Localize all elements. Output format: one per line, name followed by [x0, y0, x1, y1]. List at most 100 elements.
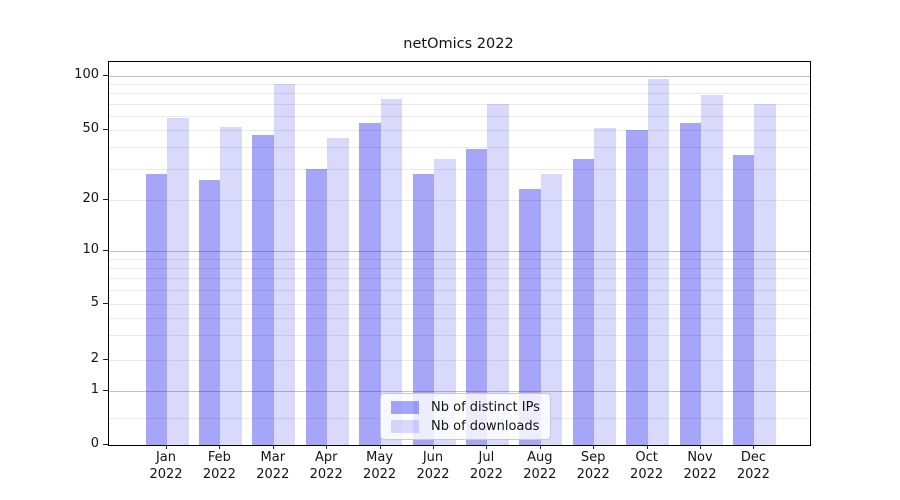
- legend: Nb of distinct IPs Nb of downloads: [380, 393, 551, 440]
- minor-gridline-9: [109, 259, 810, 261]
- y-tick-label-5: 5: [90, 295, 99, 311]
- x-tick-year: 2022: [683, 466, 717, 482]
- bar-sep-distinct-ips: [572, 159, 595, 445]
- bar-mar-distinct-ips: [252, 134, 274, 445]
- y-tick-label-2: 2: [90, 350, 99, 366]
- x-tick-month: Jun: [422, 450, 444, 465]
- bar-may-downloads: [380, 99, 403, 445]
- x-tick-label-jun: Jun 2022: [401, 450, 465, 483]
- minor-gridline-40: [109, 147, 810, 149]
- y-tick-mark-20: [103, 198, 108, 200]
- x-tick-label-may: May 2022: [348, 450, 412, 483]
- x-tick-mark-jul: [486, 445, 488, 449]
- y-tick-label-50: 50: [82, 120, 99, 136]
- bar-apr-distinct-ips: [305, 169, 328, 445]
- x-tick-month: Feb: [207, 450, 231, 465]
- bar-dec-distinct-ips: [732, 155, 755, 445]
- legend-row-downloads: Nb of downloads: [391, 417, 540, 435]
- bar-oct-downloads: [647, 79, 670, 445]
- plot-area: Nb of distinct IPs Nb of downloads: [108, 61, 811, 446]
- x-tick-month: Dec: [740, 450, 766, 465]
- x-tick-label-oct: Oct 2022: [615, 450, 679, 483]
- x-tick-year: 2022: [202, 466, 236, 482]
- minor-gridline-60: [109, 115, 810, 117]
- y-tick-mark-2: [103, 358, 108, 360]
- x-tick-label-sep: Sep 2022: [561, 450, 625, 483]
- bar-nov-distinct-ips: [679, 122, 701, 445]
- y-tick-mark-5: [103, 303, 108, 305]
- bar-jun-downloads: [434, 159, 456, 445]
- x-tick-year: 2022: [416, 466, 450, 482]
- bar-feb-downloads: [220, 126, 242, 445]
- y-tick-label-1: 1: [90, 381, 99, 397]
- x-tick-year: 2022: [256, 466, 290, 482]
- y-tick-mark-1: [103, 389, 108, 391]
- legend-label: Nb of distinct IPs: [431, 399, 540, 415]
- minor-gridline-3: [109, 334, 810, 336]
- x-tick-mark-jun: [433, 445, 434, 449]
- bar-jan-distinct-ips: [145, 174, 167, 445]
- major-gridline-100: [109, 76, 810, 78]
- x-tick-label-jan: Jan 2022: [134, 450, 198, 483]
- x-tick-mark-dec: [753, 445, 755, 449]
- x-tick-month: Apr: [314, 450, 338, 465]
- y-tick-label-100: 100: [74, 67, 99, 83]
- legend-row-distinct-ips: Nb of distinct IPs: [391, 398, 540, 416]
- minor-gridline-5: [109, 304, 810, 306]
- major-gridline-10: [109, 251, 810, 252]
- x-tick-mark-nov: [700, 445, 701, 449]
- x-tick-month: May: [366, 450, 394, 465]
- x-tick-year: 2022: [576, 466, 610, 482]
- minor-gridline-70: [109, 103, 810, 105]
- bar-jan-downloads: [167, 118, 189, 445]
- x-tick-label-apr: Apr 2022: [294, 450, 358, 483]
- legend-swatch-icon: [391, 419, 419, 433]
- x-tick-month: Mar: [260, 450, 286, 465]
- x-tick-month: Jan: [155, 450, 177, 465]
- bar-aug-distinct-ips: [519, 189, 541, 445]
- x-tick-year: 2022: [630, 466, 664, 482]
- legend-label: Nb of downloads: [431, 418, 540, 434]
- x-tick-month: Oct: [635, 450, 658, 465]
- x-tick-mark-aug: [539, 445, 541, 449]
- x-tick-label-nov: Nov 2022: [668, 450, 732, 483]
- x-tick-month: Sep: [580, 450, 606, 465]
- bar-jun-distinct-ips: [412, 174, 434, 445]
- bar-sep-downloads: [594, 128, 616, 445]
- y-tick-mark-0: [103, 444, 108, 445]
- minor-gridline-7: [109, 278, 810, 280]
- x-tick-year: 2022: [149, 466, 183, 482]
- x-tick-month: Nov: [687, 450, 713, 465]
- y-tick-mark-50: [103, 128, 108, 130]
- x-tick-year: 2022: [736, 466, 770, 482]
- minor-gridline-4: [109, 317, 810, 319]
- y-tick-label-20: 20: [82, 190, 99, 206]
- y-tick-mark-10: [103, 250, 108, 251]
- x-tick-year: 2022: [469, 466, 503, 482]
- x-tick-mark-may: [379, 445, 381, 449]
- x-tick-label-mar: Mar 2022: [241, 450, 305, 483]
- minor-gridline-30: [109, 169, 810, 170]
- x-tick-mark-jan: [166, 445, 167, 449]
- bar-may-distinct-ips: [359, 122, 381, 445]
- bar-feb-distinct-ips: [198, 179, 221, 445]
- minor-gridline-80: [109, 93, 810, 95]
- x-tick-label-jul: Jul 2022: [454, 450, 518, 483]
- minor-gridline-20: [109, 199, 810, 201]
- x-tick-mark-mar: [272, 445, 274, 449]
- x-tick-mark-apr: [326, 445, 328, 449]
- minor-gridline-90: [109, 84, 810, 86]
- x-tick-label-feb: Feb 2022: [187, 450, 251, 483]
- minor-gridline-50: [109, 129, 810, 131]
- x-tick-year: 2022: [309, 466, 343, 482]
- minor-gridline-6: [109, 290, 810, 292]
- y-tick-mark-100: [103, 75, 108, 77]
- major-gridline-1: [109, 390, 810, 392]
- bar-aug-downloads: [540, 174, 563, 445]
- x-tick-year: 2022: [363, 466, 397, 482]
- bar-nov-downloads: [701, 95, 723, 445]
- bar-jul-distinct-ips: [465, 148, 488, 445]
- y-tick-label-0: 0: [90, 436, 99, 451]
- y-tick-label-10: 10: [82, 242, 99, 257]
